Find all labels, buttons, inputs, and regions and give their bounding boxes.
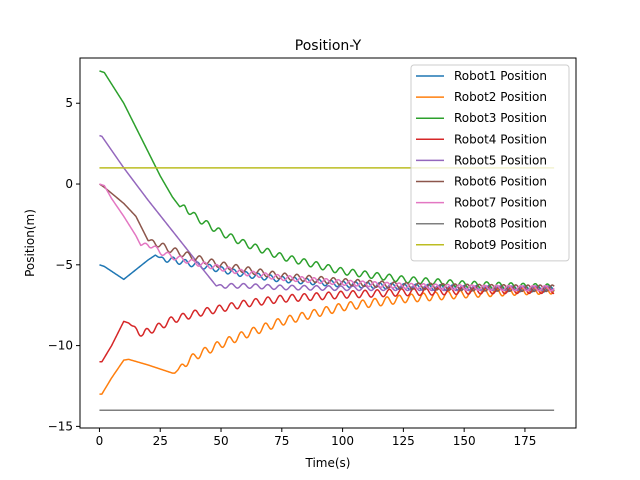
legend-label: Robot4 Position [454,132,547,146]
legend-label: Robot6 Position [454,175,547,189]
legend-label: Robot7 Position [454,196,547,210]
series-line-robot2 [99,285,555,395]
series-line-robot5 [99,134,555,292]
legend-label: Robot5 Position [454,153,547,167]
legend: Robot1 Position Robot2 Position Robot3 Pos… [410,64,570,262]
legend-label: Robot9 Position [454,238,547,252]
legend-label: Robot2 Position [454,90,547,104]
y-axis: −15 −10 −5 0 5 [48,96,80,433]
x-tick-label: 75 [274,434,289,448]
y-tick-label: −10 [48,339,73,353]
series-line-robot3 [99,70,555,292]
x-tick-label: 50 [213,434,228,448]
x-axis-label: Time(s) [305,456,351,470]
x-tick-label: 175 [513,434,536,448]
chart-title: Position-Y [295,38,362,54]
y-tick-label: −15 [48,419,73,433]
series-line-robot6 [99,183,555,293]
series-line-robot7 [99,183,555,292]
x-tick-label: 125 [392,434,415,448]
series-layer [99,70,555,411]
plot-frame [79,57,577,429]
legend-box [410,64,570,262]
y-tick-label: −5 [55,258,73,272]
legend-label: Robot3 Position [454,111,547,125]
x-tick-label: 150 [453,434,476,448]
x-tick-label: 0 [96,434,104,448]
x-tick-label: 100 [331,434,354,448]
y-axis-label: Position(m) [23,209,37,277]
legend-label: Robot1 Position [454,69,547,83]
legend-label: Robot8 Position [454,217,547,231]
x-tick-label: 25 [153,434,168,448]
series-line-robot4 [99,285,555,363]
y-tick-label: 5 [65,96,73,110]
y-tick-label: 0 [65,177,73,191]
x-axis: 0 25 50 75 100 125 150 175 [96,428,536,448]
